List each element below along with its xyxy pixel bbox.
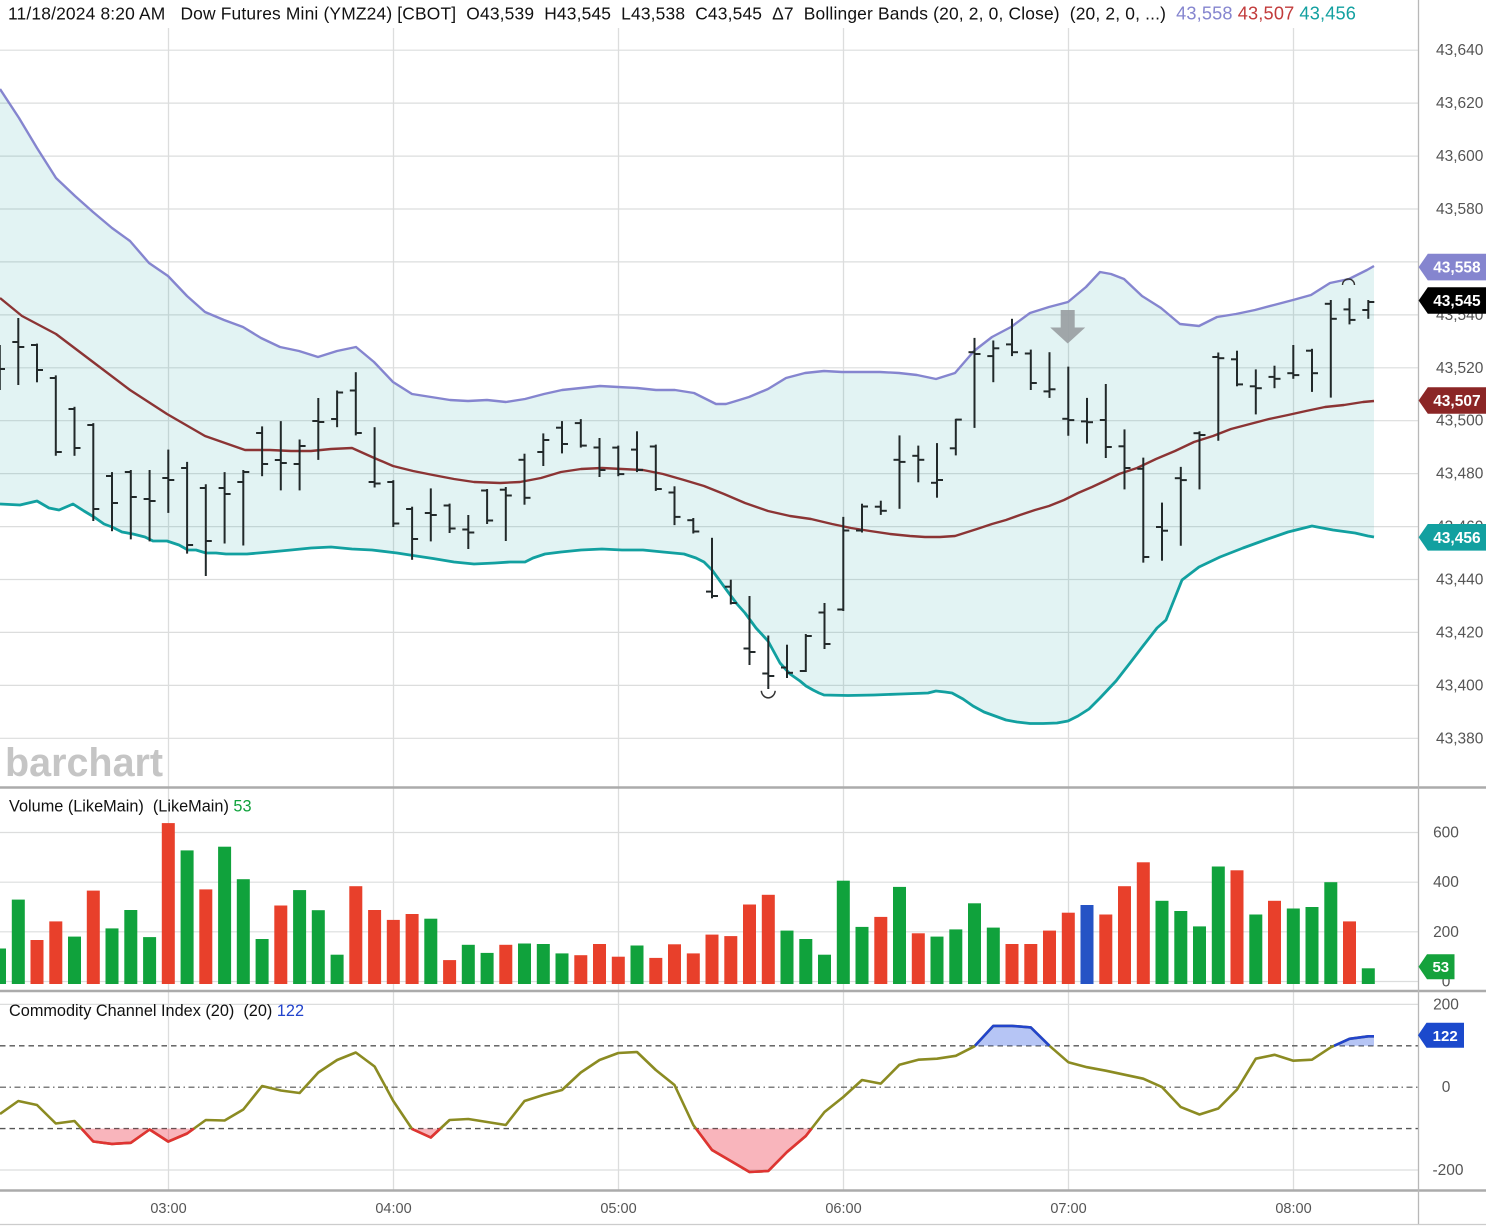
- svg-text:07:00: 07:00: [1050, 1201, 1086, 1217]
- svg-text:43,580: 43,580: [1436, 201, 1484, 218]
- svg-text:43,545: 43,545: [1433, 293, 1481, 310]
- svg-text:122: 122: [1433, 1028, 1458, 1045]
- svg-text:600: 600: [1433, 825, 1459, 842]
- svg-text:0: 0: [1442, 974, 1451, 991]
- svg-text:43,380: 43,380: [1436, 730, 1484, 747]
- svg-text:43,420: 43,420: [1436, 624, 1484, 641]
- svg-text:Volume (LikeMain) (LikeMain): Volume (LikeMain) (LikeMain) 53: [9, 798, 252, 816]
- svg-text:11/18/2024 8:20 AM Dow Futur: 11/18/2024 8:20 AM Dow Futures Mini (YMZ…: [8, 4, 1356, 24]
- svg-text:43,440: 43,440: [1436, 572, 1484, 589]
- svg-text:0: 0: [1442, 1079, 1451, 1096]
- svg-text:barchart: barchart: [5, 741, 163, 785]
- svg-text:53: 53: [1432, 959, 1449, 976]
- svg-text:Commodity Channel Index (20): Commodity Channel Index (20) (20) 122: [9, 1002, 304, 1020]
- svg-text:200: 200: [1433, 924, 1459, 941]
- svg-text:06:00: 06:00: [825, 1201, 861, 1217]
- svg-text:43,600: 43,600: [1436, 148, 1484, 165]
- svg-text:43,520: 43,520: [1436, 360, 1484, 377]
- svg-text:43,480: 43,480: [1436, 466, 1484, 483]
- svg-text:43,558: 43,558: [1433, 260, 1481, 277]
- svg-text:43,620: 43,620: [1436, 95, 1484, 112]
- svg-text:43,507: 43,507: [1433, 393, 1480, 410]
- svg-text:43,456: 43,456: [1433, 530, 1481, 547]
- svg-text:43,400: 43,400: [1436, 677, 1484, 694]
- svg-text:05:00: 05:00: [600, 1201, 636, 1217]
- svg-text:-200: -200: [1432, 1162, 1463, 1179]
- svg-text:200: 200: [1433, 996, 1459, 1013]
- svg-text:08:00: 08:00: [1275, 1201, 1311, 1217]
- svg-text:43,500: 43,500: [1436, 413, 1484, 430]
- svg-text:400: 400: [1433, 874, 1459, 891]
- svg-text:43,640: 43,640: [1436, 42, 1484, 59]
- svg-text:03:00: 03:00: [150, 1201, 186, 1217]
- svg-text:04:00: 04:00: [375, 1201, 411, 1217]
